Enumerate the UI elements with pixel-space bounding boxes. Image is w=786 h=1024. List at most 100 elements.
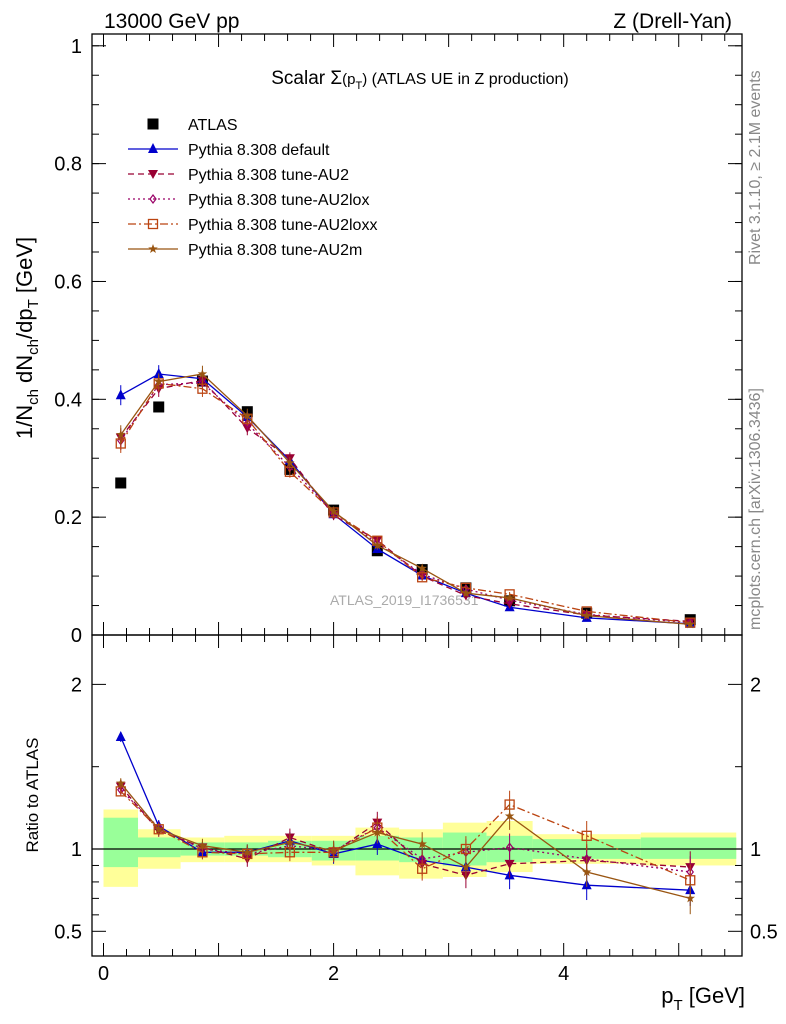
data-point [461,588,471,598]
ratio-point [372,827,383,837]
legend-entry: Pythia 8.308 default [128,142,330,159]
analysis-watermark: ATLAS_2019_I1736531 [330,592,479,608]
series-line [120,379,691,623]
ratio-y-axis-title: Ratio to ATLAS [23,738,42,853]
y-axis-title: 1/Nch dNch/dpT [GeV] [12,237,42,439]
legend-entry: ATLAS [147,117,238,134]
data-point [154,376,164,386]
ratio-line [120,785,691,876]
ratio-axes: 0.5 0.5 1 1 2 2 0 2 4 [54,634,778,985]
ratio-line [120,736,691,891]
series-line [120,373,691,625]
series-line [120,373,691,626]
header-left: 13000 GeV pp [104,10,239,33]
data-point [372,540,383,550]
x-tick-label: 0 [98,963,109,985]
ratio-pythia-8-308-tune-au2m [116,778,695,915]
header-right: Z (Drell-Yan) [613,10,732,33]
legend-label: Pythia 8.308 tune-AU2 [188,167,349,184]
ratio-point [115,731,126,742]
svg-text:1/Nch dNch/dpT [GeV]: 1/Nch dNch/dpT [GeV] [12,237,42,439]
series-pythia-8-308-tune-au2m [116,365,695,629]
ratio-point [685,893,695,903]
legend-label: Pythia 8.308 tune-AU2lox [188,192,369,209]
y-tick-label: 2 [71,674,82,696]
data-point [153,367,164,378]
main-series [115,365,696,629]
x-tick-label: 2 [328,963,339,985]
legend-marker [147,218,159,230]
data-point [115,477,127,489]
ratio-point [581,830,592,841]
ratio-point [581,867,592,877]
ratio-point [417,863,428,874]
ratio-point [461,862,471,872]
data-point [328,506,339,516]
chart-title: Scalar Σ(pT) (ATLAS UE in Z production) [271,68,569,92]
ratio-line [120,782,691,900]
legend-entry: Pythia 8.308 tune-AU2loxx [128,217,377,234]
ratio-series [115,731,696,915]
series-line [120,382,691,624]
legend-marker [147,118,159,130]
data-point [581,610,592,620]
y-tick-label-right: 2 [750,674,761,696]
y-tick-label-right: 1 [750,839,761,861]
main-panel: 0 0.2 0.4 0.6 0.8 1 Scalar Σ(pT) (ATLAS UE in… [12,33,743,647]
data-point [417,572,428,583]
ratio-point [154,824,164,834]
mcplots-label: mcplots.cern.ch [arXiv:1306.3436] [747,388,764,630]
series-pythia-8-308-default [115,365,696,628]
rivet-label: Rivet 3.1.10, ≥ 2.1M events [747,70,764,265]
y-tick-label: 0.5 [54,921,82,943]
ratio-point [417,839,427,849]
ratio-point [197,840,208,850]
series-pythia-8-308-tune-au2lox [117,374,694,628]
x-tick-label: 4 [558,963,569,985]
data-point [285,457,295,467]
data-point [582,609,591,620]
ratio-panel: 0.5 0.5 1 1 2 2 0 2 4 Ratio to ATLAS [23,634,778,985]
ratio-line [120,789,691,873]
legend: ATLAS Pythia 8.308 default Pythia 8.308 tu… [128,117,377,259]
data-point [153,401,165,413]
y-tick-label: 0.6 [54,271,82,293]
legend-entry: Pythia 8.308 tune-AU2m [128,242,362,259]
y-tick-label: 0.2 [54,507,82,529]
legend-marker [148,143,158,153]
legend-label: Pythia 8.308 default [188,142,330,159]
data-point [242,410,253,420]
series-pythia-8-308-tune-au2loxx [115,375,696,628]
ratio-point [504,859,515,869]
y-tick-label: 0.4 [54,389,82,411]
ratio-point [116,778,126,788]
band-inner [103,817,139,868]
data-point [116,429,126,439]
ratio-point [328,845,339,855]
legend-marker [148,170,158,179]
data-point [197,383,208,394]
ratio-point [460,843,472,855]
axes-frame [91,634,743,957]
y-tick-label: 0 [71,625,82,647]
ratio-point [285,837,295,847]
legend-label: Pythia 8.308 tune-AU2loxx [188,217,377,234]
legend-marker [148,244,158,253]
data-point [504,592,515,602]
x-axis-title: pT [GeV] [661,983,745,1014]
y-tick-label: 1 [71,36,82,58]
data-point [417,563,427,573]
band-inner [138,837,181,858]
y-tick-label: 1 [71,839,82,861]
legend-entry: Pythia 8.308 tune-AU2lox [128,192,369,209]
legend-label: Pythia 8.308 tune-AU2m [188,242,362,259]
ratio-point [242,847,253,857]
legend-label: ATLAS [188,117,238,134]
data-point [685,617,696,628]
data-point [197,369,208,378]
data-point [685,619,695,629]
ratio-pythia-8-308-default [115,731,696,906]
series-line [120,382,691,624]
y-tick-label: 0.8 [54,154,82,176]
